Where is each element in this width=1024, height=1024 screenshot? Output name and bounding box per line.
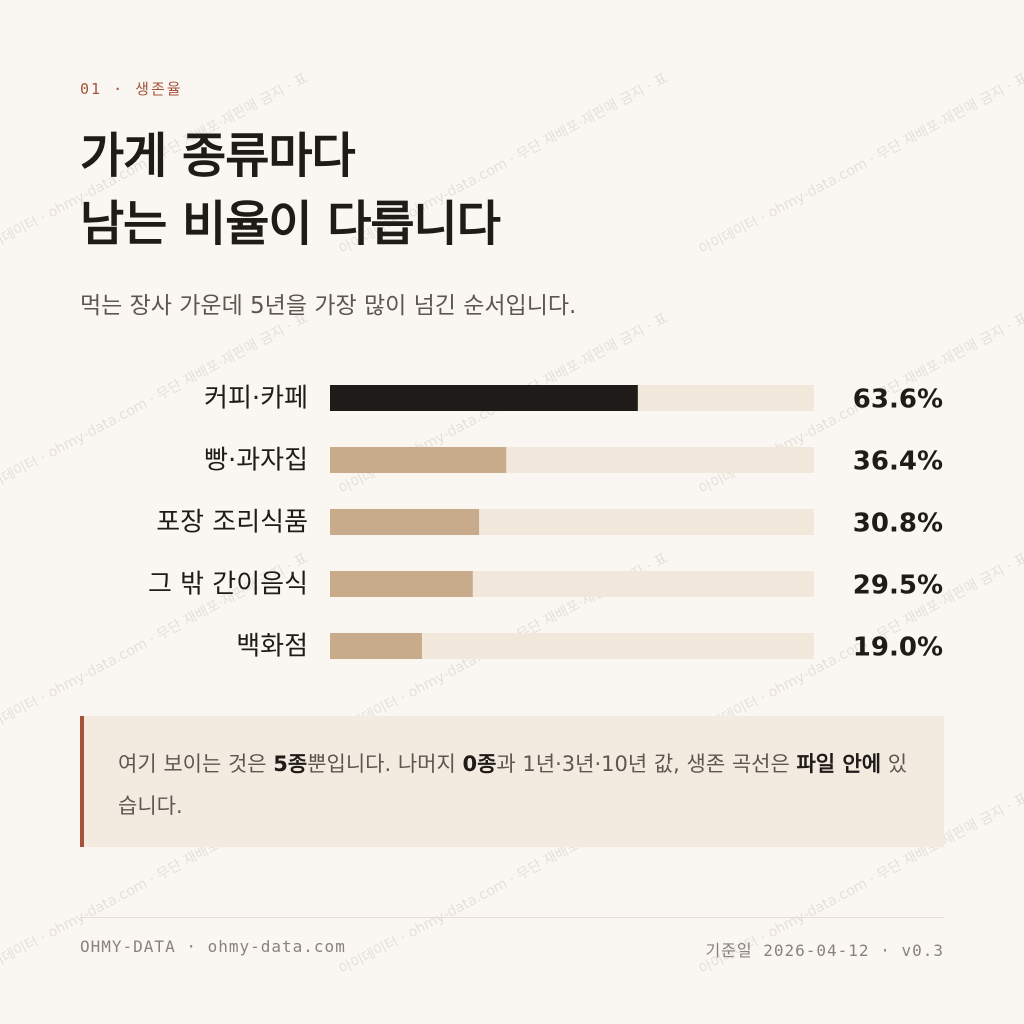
- bar: [330, 509, 480, 535]
- footer-date-version: 기준일 2026-04-12 · v0.3: [705, 941, 944, 960]
- note-text: 여기 보이는 것은: [118, 752, 274, 776]
- note-emphasis: 파일 안에: [796, 752, 882, 776]
- bar-row: 포장 조리식품 30.8%: [156, 508, 943, 539]
- title-line-1: 가게 종류마다: [80, 128, 356, 184]
- value-label: 30.8%: [853, 509, 943, 539]
- section-eyebrow: 01 · 생존율: [80, 80, 183, 98]
- note-text: 뿐입니다. 나머지: [307, 752, 463, 776]
- category-label: 빵·과자집: [204, 446, 308, 476]
- bar-row: 빵·과자집 36.4%: [204, 446, 943, 477]
- value-label: 29.5%: [853, 571, 943, 601]
- category-label: 커피·카페: [204, 384, 308, 414]
- note-callout: 여기 보이는 것은 5종뿐입니다. 나머지 0종과 1년·3년·10년 값, 생…: [80, 716, 944, 847]
- bar: [330, 447, 507, 473]
- category-label: 그 밖 간이음식: [148, 570, 308, 600]
- bar: [330, 385, 638, 411]
- bar-row: 백화점 19.0%: [236, 632, 943, 663]
- note-text: 과 1년·3년·10년 값, 생존 곡선은: [496, 752, 797, 776]
- watermark: 아이데이터 · ohmy-data.com · 무단 재배포·재판매 금지 · …: [696, 70, 1024, 258]
- note-text: 있습니다.: [118, 752, 908, 818]
- note-emphasis: 0종: [462, 752, 497, 776]
- page-title: 가게 종류마다 남는 비율이 다릅니다: [80, 122, 501, 258]
- survival-bar-chart: 커피·카페 63.6% 빵·과자집 36.4% 포장 조리식품 30.8% 그 밖 간이음식…: [148, 384, 943, 663]
- bar: [330, 633, 422, 659]
- page-subtitle: 먹는 장사 가운데 5년을 가장 많이 넘긴 순서입니다.: [80, 293, 577, 319]
- value-label: 19.0%: [853, 633, 943, 663]
- footer-divider: [80, 917, 944, 918]
- bar: [330, 571, 473, 597]
- footer-brand: OHMY-DATA · ohmy-data.com: [80, 937, 346, 956]
- note-emphasis: 5종: [273, 752, 308, 776]
- value-label: 63.6%: [853, 385, 943, 415]
- bar-row: 커피·카페 63.6%: [204, 384, 943, 415]
- category-label: 포장 조리식품: [156, 508, 308, 538]
- category-label: 백화점: [236, 632, 308, 662]
- bar-row: 그 밖 간이음식 29.5%: [148, 570, 943, 601]
- title-line-2: 남는 비율이 다릅니다: [80, 196, 501, 252]
- value-label: 36.4%: [853, 447, 943, 477]
